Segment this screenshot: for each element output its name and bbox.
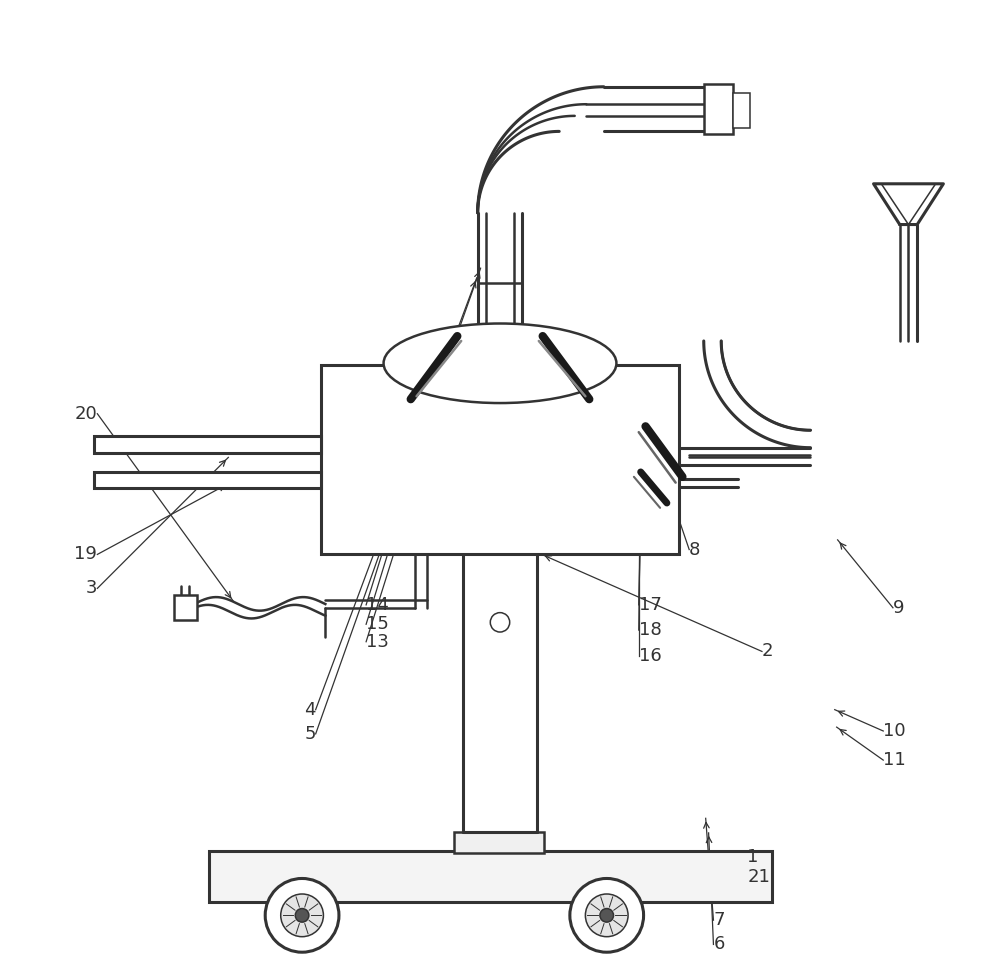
Text: 3: 3 [86,579,97,597]
Bar [174,595,197,621]
Text: 1: 1 [747,848,759,866]
Ellipse shape [384,323,616,403]
Bar [733,92,750,127]
Text: 19: 19 [74,546,97,563]
Bar [454,832,544,853]
Text: 9: 9 [893,598,904,617]
Text: 18: 18 [639,621,661,639]
Text: 21: 21 [747,869,770,886]
Text: 4: 4 [304,701,316,719]
Text: 10: 10 [883,722,906,740]
Text: 8: 8 [689,541,701,559]
Text: 5: 5 [304,725,316,743]
Text: 14: 14 [366,595,389,614]
Text: 16: 16 [639,647,661,666]
Text: 7: 7 [713,911,725,929]
Circle shape [490,613,510,632]
Text: 17: 17 [639,595,662,614]
Circle shape [600,909,614,922]
Text: 20: 20 [75,405,97,422]
Text: 11: 11 [883,751,906,769]
Text: 15: 15 [366,615,389,633]
Bar [94,436,321,452]
Text: 13: 13 [366,632,389,651]
Circle shape [281,894,323,937]
Bar [704,84,733,134]
Bar [321,365,679,555]
Text: 2: 2 [762,642,773,661]
Bar [94,472,321,488]
Bar [209,851,772,902]
Circle shape [585,894,628,937]
Text: 6: 6 [713,935,725,954]
Circle shape [295,909,309,922]
Circle shape [265,879,339,953]
Circle shape [570,879,644,953]
